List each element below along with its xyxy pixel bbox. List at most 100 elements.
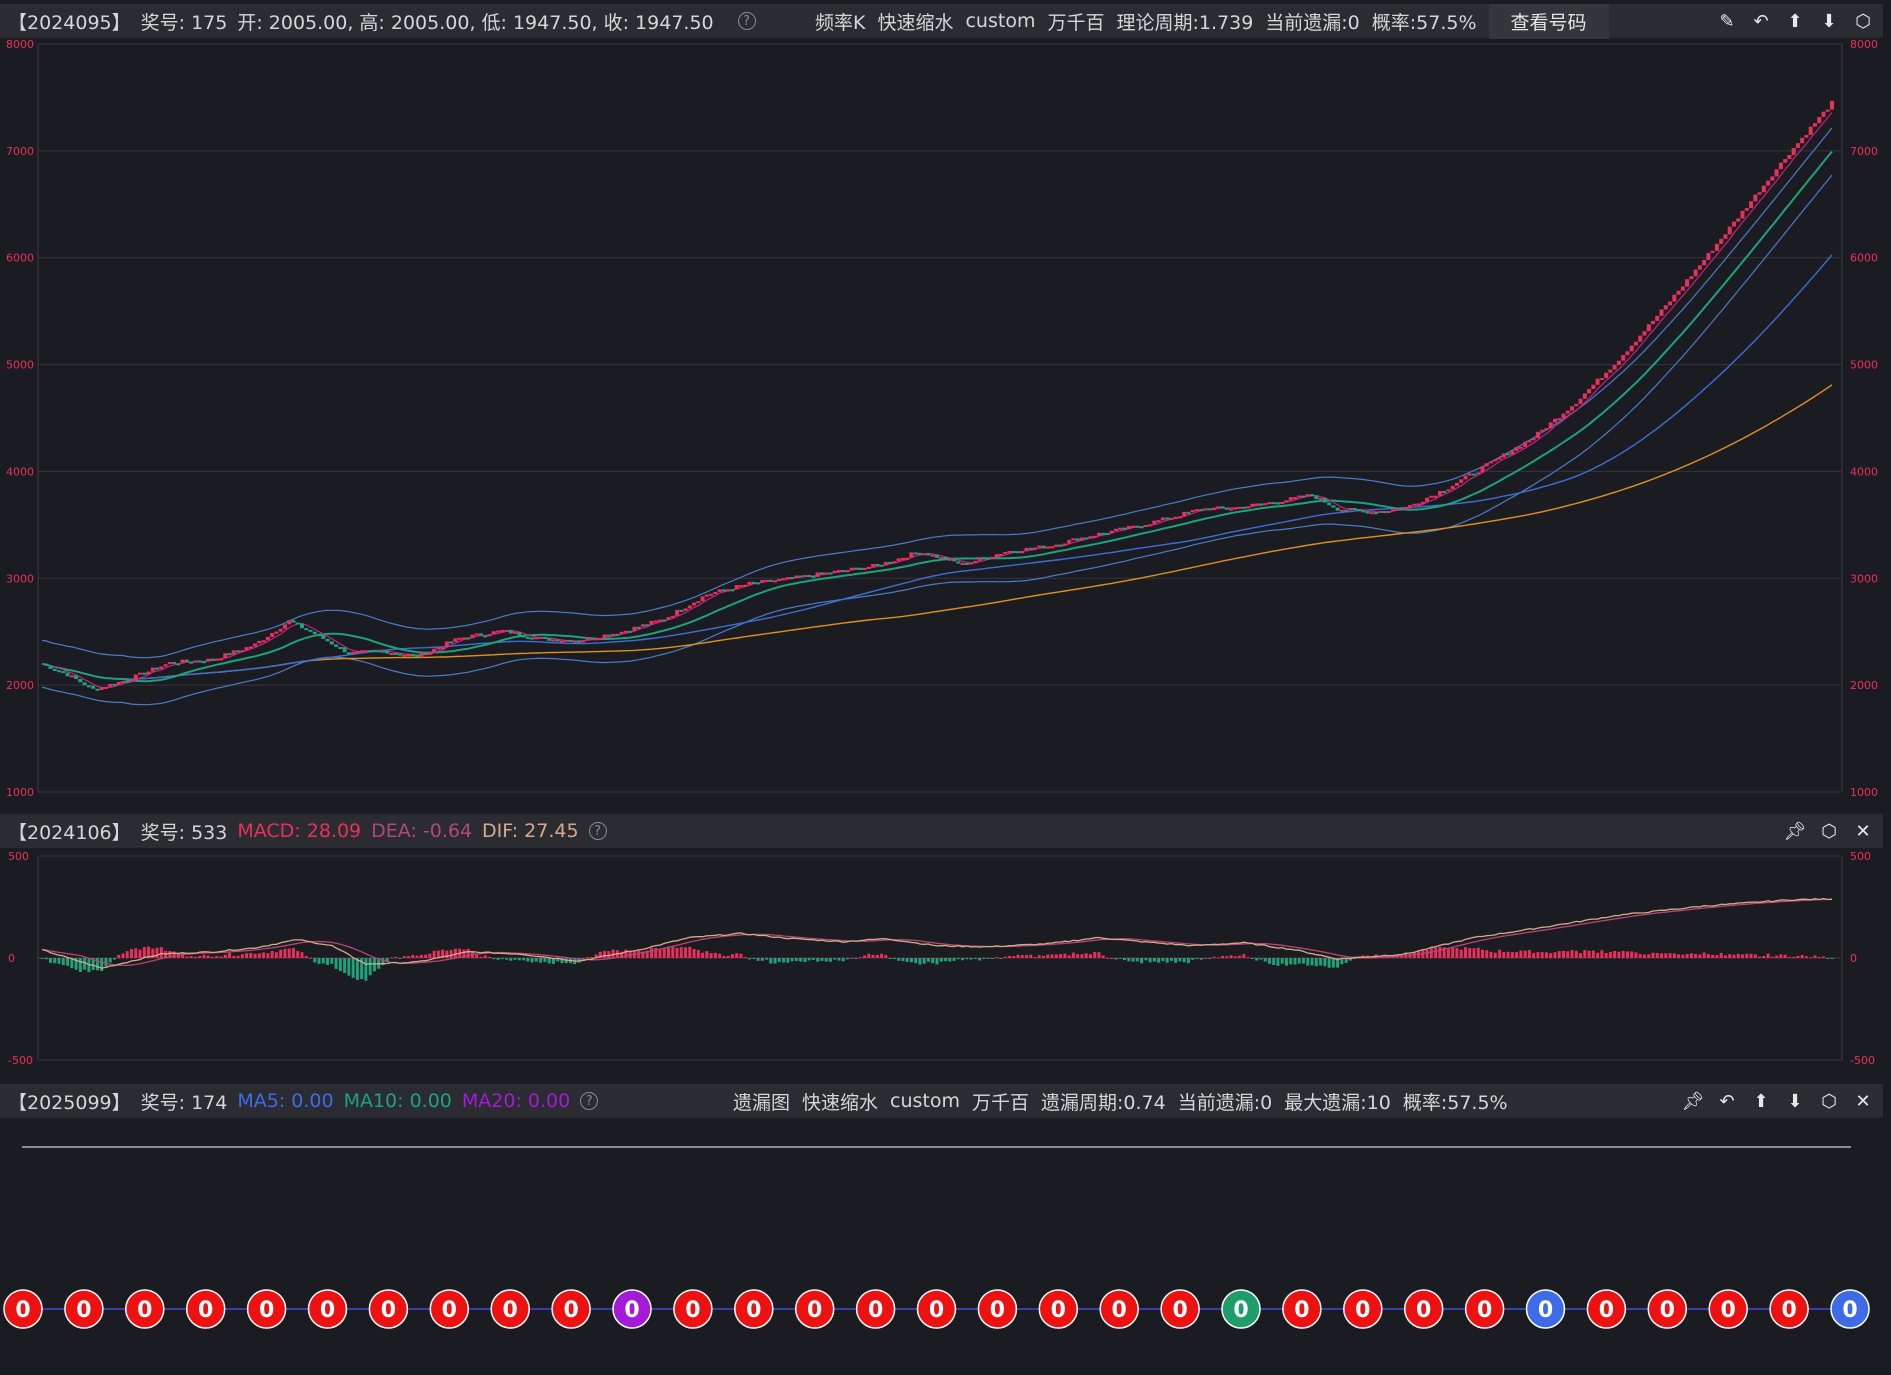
macd-bar: [645, 950, 649, 958]
macd-bar: [330, 958, 334, 964]
candle: [619, 631, 624, 635]
position-label[interactable]: 万千百: [1047, 11, 1105, 34]
pin-icon[interactable]: 📌︎: [1783, 820, 1807, 842]
candle: [564, 639, 569, 642]
custom-label[interactable]: custom: [890, 1090, 961, 1112]
miss-point: [1099, 1289, 1139, 1329]
candlestick-chart[interactable]: 1000 1000 2000 2000 3000 3000 4000 4000 5000 5000…: [0, 38, 1891, 808]
macd-bar: [1685, 953, 1689, 958]
macd-bar: [611, 949, 615, 958]
macd-bar: [1438, 946, 1442, 958]
candle: [1578, 398, 1583, 404]
macd-bar: [300, 952, 304, 958]
macd-bar: [1003, 956, 1007, 958]
candle: [1267, 502, 1272, 505]
undo-icon[interactable]: ↶: [1753, 10, 1769, 32]
candle: [1327, 502, 1332, 506]
macd-bar: [415, 955, 419, 958]
settings-icon[interactable]: ⬡: [1821, 1090, 1837, 1112]
candle: [559, 640, 564, 643]
arrow-up-icon[interactable]: ⬆: [1753, 1090, 1769, 1112]
candle: [1680, 286, 1685, 291]
macd-chart[interactable]: -500 -500 0 0 500 500: [0, 850, 1891, 1080]
macd-bar: [488, 956, 491, 958]
macd-bar: [1272, 958, 1276, 966]
macd-bar: [428, 953, 432, 958]
position-label[interactable]: 万千百: [972, 1091, 1030, 1114]
candle: [1190, 509, 1195, 512]
macd-bar: [1025, 955, 1028, 958]
macd-bar: [1745, 953, 1749, 958]
miss-point: [3, 1289, 43, 1329]
macd-bar: [675, 947, 679, 958]
candle: [1599, 378, 1604, 381]
candle: [981, 557, 986, 560]
settings-icon[interactable]: ⬡: [1821, 820, 1837, 842]
macd-bar: [1059, 954, 1063, 958]
macd-bar: [624, 949, 628, 958]
candle: [1817, 116, 1822, 124]
macd-bar: [1174, 958, 1178, 963]
candle: [363, 650, 368, 653]
candle: [325, 638, 330, 642]
edit-icon[interactable]: ✎: [1719, 10, 1735, 32]
miss-point-label: 0: [746, 1298, 761, 1323]
macd-bar: [453, 948, 457, 958]
macd-bar: [1336, 958, 1340, 968]
macd-bar: [1246, 957, 1250, 959]
candle: [585, 637, 590, 641]
macd-bar: [1071, 952, 1075, 958]
help-icon[interactable]: ?: [588, 822, 607, 840]
macd-bar: [283, 948, 287, 958]
candle: [1233, 507, 1238, 510]
custom-label[interactable]: custom: [965, 10, 1036, 32]
arrow-up-icon[interactable]: ⬆: [1787, 10, 1803, 32]
filter-mode[interactable]: 快速缩水: [877, 11, 954, 34]
macd-bar: [1749, 953, 1753, 958]
candle: [219, 658, 223, 661]
miss-point-label: 0: [1051, 1298, 1066, 1323]
help-icon[interactable]: ?: [580, 1092, 599, 1110]
macd-bar: [104, 958, 108, 967]
filter-mode[interactable]: 快速缩水: [802, 1091, 879, 1114]
candle: [1369, 512, 1374, 515]
undo-icon[interactable]: ↶: [1719, 1090, 1735, 1112]
close-icon[interactable]: ✕: [1855, 820, 1871, 842]
candle: [184, 659, 189, 662]
candle: [1135, 525, 1140, 528]
macd-bar: [1787, 956, 1791, 958]
y-tick-label-left: 5000: [6, 359, 34, 372]
candle: [824, 572, 829, 575]
macd-bar: [1076, 954, 1080, 958]
candle: [956, 561, 961, 564]
miss-chart[interactable]: 0 0 0 0 0 0 0 0 0 0 0 0 0 0 0 0 0 0 0 0 0 0 0 0 0 0 0 0 0 0 0: [0, 1120, 1891, 1375]
pin-icon[interactable]: 📌︎: [1681, 1090, 1705, 1112]
macd-bar: [1719, 952, 1723, 958]
candle: [862, 567, 867, 570]
macd-bar: [1216, 957, 1220, 959]
macd-bar: [875, 954, 879, 958]
candle: [91, 685, 96, 689]
candle: [551, 639, 556, 642]
candle: [427, 651, 432, 655]
candle: [317, 634, 322, 637]
macd-bar: [266, 953, 270, 958]
macd-bar: [1088, 954, 1092, 958]
view-numbers-button[interactable]: 查看号码: [1488, 3, 1609, 39]
help-icon[interactable]: ?: [737, 12, 756, 30]
chart-mode[interactable]: 遗漏图: [733, 1091, 791, 1114]
macd-bar: [1152, 958, 1156, 962]
close-icon[interactable]: ✕: [1855, 1090, 1871, 1112]
macd-bar: [398, 958, 402, 959]
settings-icon[interactable]: ⬡: [1855, 10, 1871, 32]
chart-mode[interactable]: 频率K: [815, 11, 866, 34]
arrow-down-icon[interactable]: ⬇: [1821, 10, 1837, 32]
candle: [57, 670, 62, 673]
macd-bar: [1169, 958, 1173, 961]
arrow-down-icon[interactable]: ⬇: [1787, 1090, 1803, 1112]
macd-bar: [70, 958, 74, 969]
miss-point: [977, 1289, 1018, 1329]
macd-bar: [1698, 954, 1702, 958]
macd-bar: [1093, 951, 1097, 958]
macd-bar: [777, 958, 781, 962]
